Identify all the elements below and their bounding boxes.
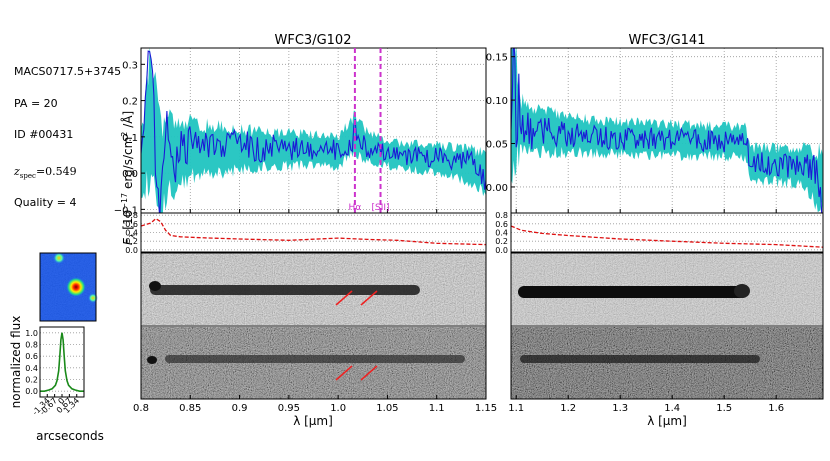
g102-ytick-label-0: −0.1 <box>114 205 138 216</box>
g102-contam-tick-label-0: 0.8 <box>125 211 138 220</box>
thumbnail-target <box>66 277 86 297</box>
g141-x-tick-label-1: 1.2 <box>560 403 576 414</box>
g102-x-tick-label-4: 1.0 <box>330 403 346 414</box>
g102-x-axis: 0.8 0.85 0.9 0.95 1.0 1.05 1.1 1.15 <box>133 395 497 414</box>
g102-trace <box>150 285 420 295</box>
profile-ytick-label-5: 1.0 <box>25 329 38 338</box>
g102-ytick-label-2: 0.1 <box>122 133 138 144</box>
g102-contam-tick-label-2: 0.4 <box>125 229 138 238</box>
g141-x-tick-label-0: 1.1 <box>508 403 524 414</box>
profile-line <box>40 332 84 392</box>
g102-x-tick-label-3: 0.95 <box>278 403 300 414</box>
g102-2d-spectrum <box>140 252 487 400</box>
g141-x-tick-label-3: 1.4 <box>664 403 680 414</box>
g102-trace-model <box>165 355 465 363</box>
g141-contam-tick-label-4: 0.0 <box>495 246 508 255</box>
g141-contam-tick-label-2: 0.4 <box>495 229 508 238</box>
g141-xlabel: λ [μm] <box>647 414 687 428</box>
profile-ytick-label-0: 0.0 <box>25 387 38 396</box>
g141-x-tick-label-4: 1.5 <box>716 403 732 414</box>
profile-plot-area <box>40 332 84 392</box>
g141-x-tick-label-2: 1.3 <box>612 403 628 414</box>
emission-label-0: Hα <box>349 203 362 213</box>
g141-trace-model <box>520 355 760 363</box>
g102-x-tick-label-1: 0.85 <box>179 403 201 414</box>
g141-x-axis: 1.1 1.2 1.3 1.4 1.5 1.6 <box>508 395 784 414</box>
flux-ylabel: Fλ [10−17 erg/s/cm2 /Å] <box>120 111 137 245</box>
object-thumbnail <box>39 252 98 322</box>
g102-ytick-label-1: 0.0 <box>122 169 138 180</box>
g102-x-tick-label-0: 0.8 <box>133 403 149 414</box>
g102-x-tick-label-2: 0.9 <box>232 403 248 414</box>
object-id: ID #00431 <box>14 128 73 141</box>
g141-contam-tick-label-0: 0.8 <box>495 211 508 220</box>
sii-arrow-2 <box>360 365 378 381</box>
halpha-arrow-2 <box>335 365 353 381</box>
g141-trace <box>518 286 748 298</box>
g141-flux-line <box>511 48 823 213</box>
g141-spectrum-panel: 0.00 0.05 0.10 0.15 <box>486 47 824 214</box>
g102-ytick-label-4: 0.3 <box>122 60 138 71</box>
thumbnail-frame <box>39 252 97 322</box>
thumbnail-neighbor-1 <box>53 252 65 264</box>
g141-contamination-panel: 0.80.60.40.20.0 <box>495 211 824 255</box>
sii-arrow <box>360 290 378 306</box>
g102-contam-tick-label-4: 0.0 <box>125 246 138 255</box>
g102-title: WFC3/G102 <box>275 33 352 48</box>
g102-contam-frame <box>140 212 487 253</box>
g102-spectrum-panel: −0.1 0.0 0.1 0.2 0.3 Hα [SII] <box>114 47 487 216</box>
object-info: MACS0717.5+3745 PA = 20 ID #00431 zspec=… <box>13 65 121 209</box>
profile-xtick-label-2: 0 <box>56 396 66 406</box>
g141-2d-spectrum <box>510 252 824 400</box>
g141-ytick-label-0: 0.00 <box>486 183 508 194</box>
g102-contam-line <box>140 217 487 246</box>
g102-flux-line <box>141 50 486 213</box>
g102-contam-tick-label-1: 0.6 <box>125 220 138 229</box>
halpha-arrow <box>335 290 353 306</box>
redshift-label: zspec=0.549 <box>13 165 77 180</box>
g141-ytick-label-2: 0.10 <box>486 96 508 107</box>
g102-contam-blob <box>149 281 161 291</box>
emission-label-1: [SII] <box>372 203 390 213</box>
g102-plot-area <box>141 48 486 213</box>
g102-x-tick-label-7: 1.15 <box>475 403 497 414</box>
profile-xlabel: arcseconds <box>36 429 104 443</box>
object-name: MACS0717.5+3745 <box>14 65 121 78</box>
g102-x-tick-label-6: 1.1 <box>429 403 445 414</box>
g102-x-tick-label-5: 1.05 <box>376 403 398 414</box>
g141-plot-area <box>511 48 823 213</box>
profile-ytick-label-2: 0.4 <box>25 364 38 373</box>
profile-ylabel: normalized flux <box>9 316 23 409</box>
g102-xlabel: λ [μm] <box>293 414 333 428</box>
g141-error-band <box>511 48 823 213</box>
g102-contam-blob-2 <box>147 356 157 364</box>
g141-trace-end <box>734 284 750 298</box>
g141-contam-tick-label-1: 0.6 <box>495 220 508 229</box>
g102-contam-tick-label-3: 0.2 <box>125 237 138 246</box>
g141-ytick-label-3: 0.15 <box>486 53 508 64</box>
g141-contam-line <box>510 225 824 248</box>
g141-contam-tick-label-3: 0.2 <box>495 237 508 246</box>
position-angle: PA = 20 <box>14 97 58 110</box>
profile-ytick-label-1: 0.2 <box>25 376 38 385</box>
g141-title: WFC3/G141 <box>629 33 706 48</box>
g102-contamination-panel: 0.80.60.40.20.0 <box>125 211 487 255</box>
g141-x-tick-label-5: 1.6 <box>768 403 784 414</box>
g141-ytick-label-1: 0.05 <box>486 140 508 151</box>
g102-error-band <box>141 48 486 213</box>
g141-contam-frame <box>510 212 824 253</box>
profile-ytick-label-4: 0.8 <box>25 341 38 350</box>
g102-ytick-label-3: 0.2 <box>122 97 138 108</box>
quality-label: Quality = 4 <box>14 196 77 209</box>
profile-ytick-label-3: 0.6 <box>25 352 38 361</box>
